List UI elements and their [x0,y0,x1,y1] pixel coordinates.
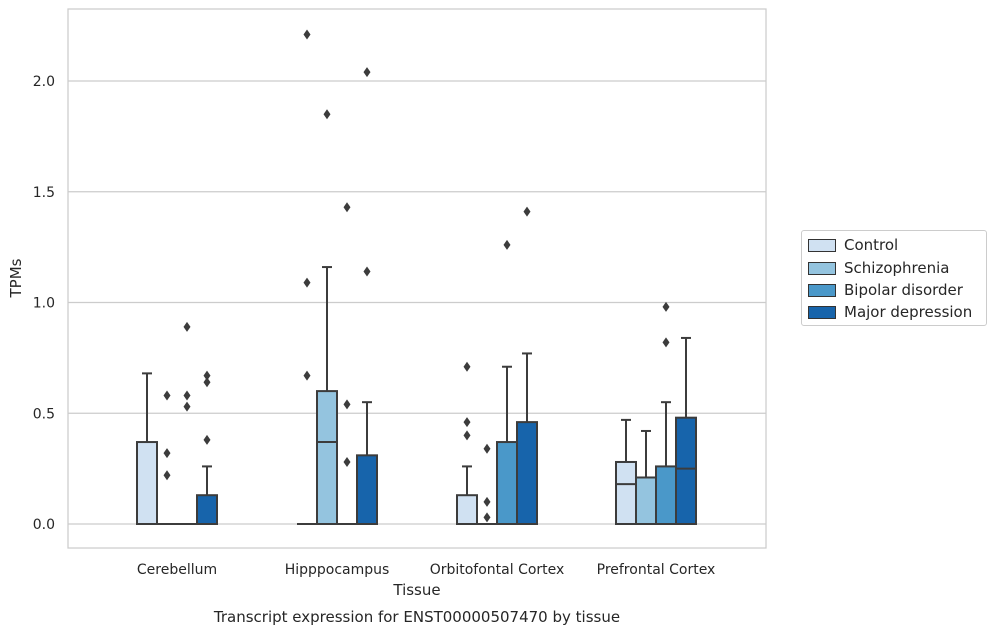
outlier-point [662,337,670,348]
chart-caption: Transcript expression for ENST0000050747… [213,608,620,626]
x-tick-label: Cerebellum [137,562,217,578]
y-tick-label: 2.0 [33,74,55,90]
outlier-point [343,456,351,467]
outlier-point [303,29,311,40]
outlier-point [483,496,491,507]
legend-item-control: Control [808,235,898,255]
outlier-point [183,390,191,401]
x-axis-label: Tissue [392,581,440,599]
outlier-point [303,277,311,288]
box-schizophrenia [316,109,338,525]
y-tick-label: 0.5 [33,406,55,422]
box-schizophrenia [477,443,497,525]
boxes [136,29,697,526]
box-body [675,416,697,525]
box-body [316,390,338,525]
legend-item-bipolar-disorder: Bipolar disorder [808,280,963,300]
outlier-point [463,361,471,372]
outlier-point [163,390,171,401]
grid-lines [68,80,766,525]
box-body [136,441,158,526]
legend-swatch-control [808,238,836,252]
y-tick-label: 0.0 [33,517,55,533]
box-body [635,476,657,525]
outlier-point [163,470,171,481]
outlier-point [163,448,171,459]
outlier-point [323,109,331,120]
box-body [456,494,478,525]
outlier-point [363,266,371,277]
y-tick-label: 1.5 [33,185,55,201]
box-bipolar-disorder [337,202,357,525]
x-tick-label: Orbitofontal Cortex [430,562,565,578]
plot-area-frame [67,8,767,549]
legend-swatch-bipolar-disorder [808,283,836,297]
outlier-point [483,443,491,454]
legend-label-bipolar-disorder: Bipolar disorder [844,281,963,299]
legend: Control Schizophrenia Bipolar disorder M… [801,230,987,326]
legend-item-major-depression: Major depression [808,302,972,322]
box-bipolar-disorder [655,301,677,526]
outlier-point [183,401,191,412]
box-control [456,361,478,525]
outlier-point [523,206,531,217]
y-tick-labels: 0.0 0.5 1.0 1.5 2.0 [33,74,55,533]
box-bipolar-disorder [496,239,518,526]
box-major-depression [196,370,218,525]
outlier-point [203,434,211,445]
box-major-depression [675,336,697,525]
box-body [196,494,218,525]
outlier-point [343,399,351,410]
box-body [516,421,538,525]
outlier-point [463,430,471,441]
box-body [496,441,518,526]
outlier-point [483,512,491,523]
box-schizophrenia [635,429,657,525]
box-control [615,418,637,526]
outlier-point [183,321,191,332]
box-bipolar-disorder [177,321,197,525]
outlier-point [343,202,351,213]
x-tick-label: Prefrontal Cortex [597,562,716,578]
outlier-point [463,417,471,428]
box-major-depression [356,67,378,525]
box-major-depression [516,206,538,525]
y-tick-label: 1.0 [33,296,55,312]
outlier-point [503,239,511,250]
box-body [356,454,378,525]
legend-label-control: Control [844,236,899,254]
outlier-point [363,67,371,78]
legend-swatch-schizophrenia [808,261,836,275]
outlier-point [662,301,670,312]
outlier-point [203,370,211,381]
x-tick-label: Hipppocampus [285,562,390,578]
box-control [136,372,158,526]
outlier-point [203,377,211,388]
legend-label-major-depression: Major depression [844,303,973,321]
legend-swatch-major-depression [808,305,836,319]
box-control [297,29,317,525]
x-tick-labels: Cerebellum Hipppocampus Orbitofontal Corte… [137,562,715,578]
outlier-point [303,370,311,381]
box-schizophrenia [157,390,177,525]
legend-label-schizophrenia: Schizophrenia [844,259,950,277]
y-axis-label: TPMs [7,258,25,298]
legend-item-schizophrenia: Schizophrenia [808,258,949,278]
box-body [615,460,637,526]
box-body [655,465,677,526]
